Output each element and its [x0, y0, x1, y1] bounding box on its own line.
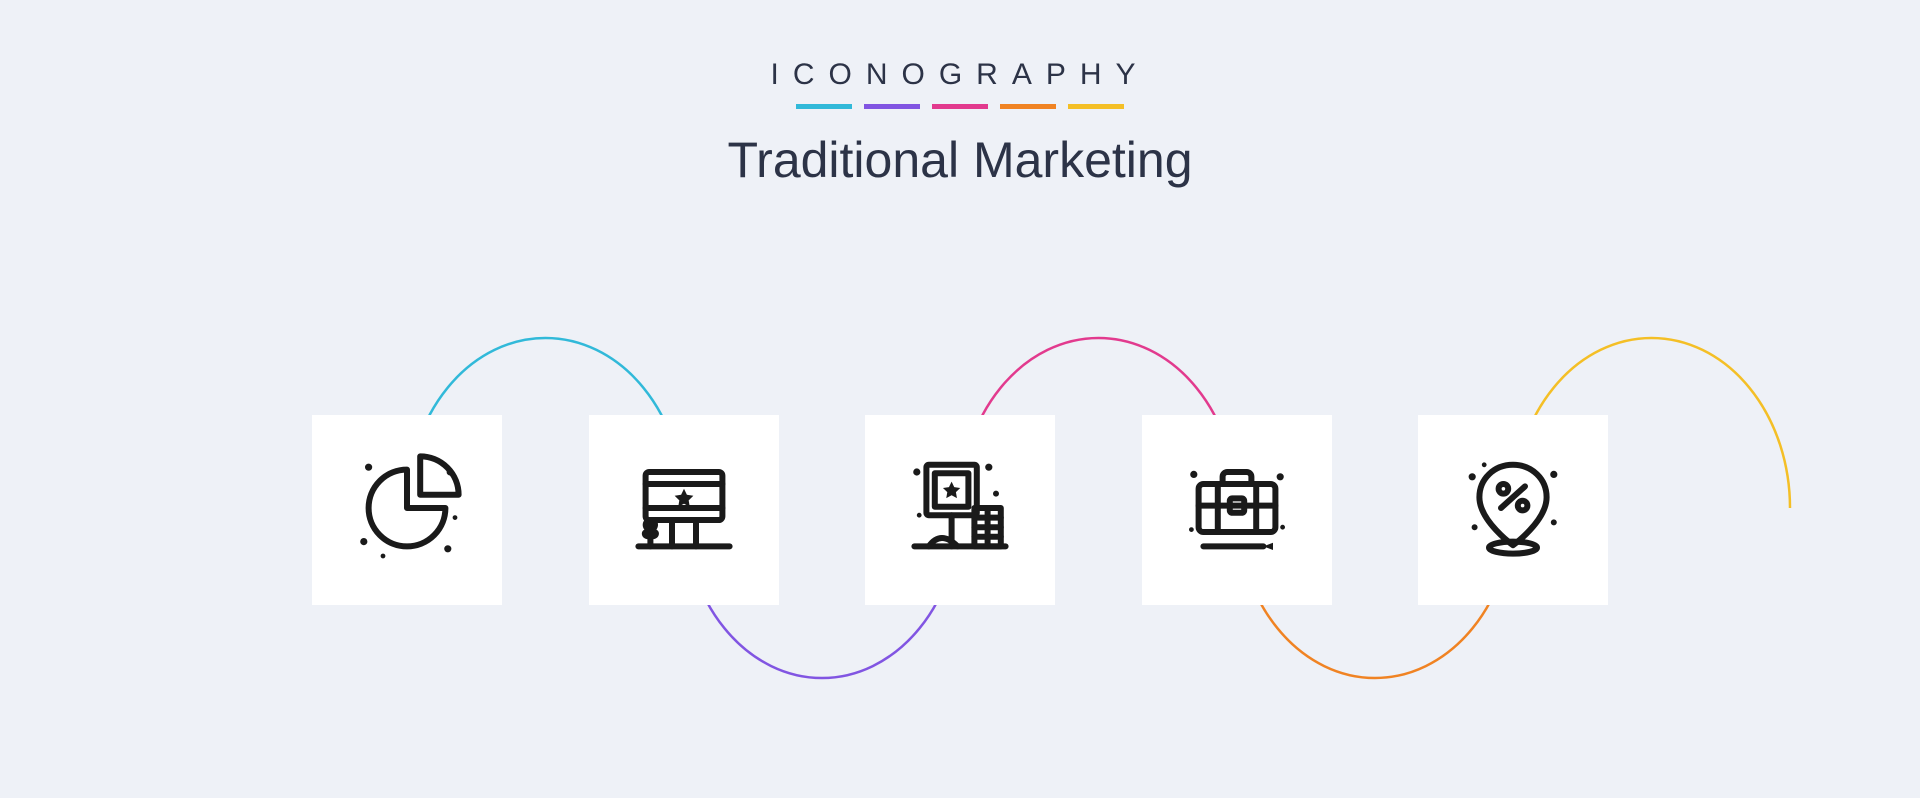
stripe-5: [1068, 104, 1124, 109]
header: ICONOGRAPHY Traditional Marketing: [0, 58, 1920, 189]
stripe-4: [1000, 104, 1056, 109]
pie-chart-icon: [347, 448, 467, 573]
icon-card-5: [1418, 415, 1608, 605]
stripe-3: [932, 104, 988, 109]
icon-card-1: [312, 415, 502, 605]
billboard-icon: [624, 448, 744, 573]
stripe-1: [796, 104, 852, 109]
brand-stripes: [0, 104, 1920, 109]
infographic-canvas: ICONOGRAPHY Traditional Marketing: [0, 0, 1920, 798]
brand-label: ICONOGRAPHY: [0, 58, 1920, 92]
city-billboard-icon: [900, 448, 1020, 573]
briefcase-icon: [1177, 448, 1297, 573]
discount-pin-icon: [1453, 448, 1573, 573]
stripe-2: [864, 104, 920, 109]
icon-card-2: [589, 415, 779, 605]
icon-card-4: [1142, 415, 1332, 605]
icon-stage: [0, 280, 1920, 740]
pack-title: Traditional Marketing: [0, 131, 1920, 189]
icon-card-3: [865, 415, 1055, 605]
